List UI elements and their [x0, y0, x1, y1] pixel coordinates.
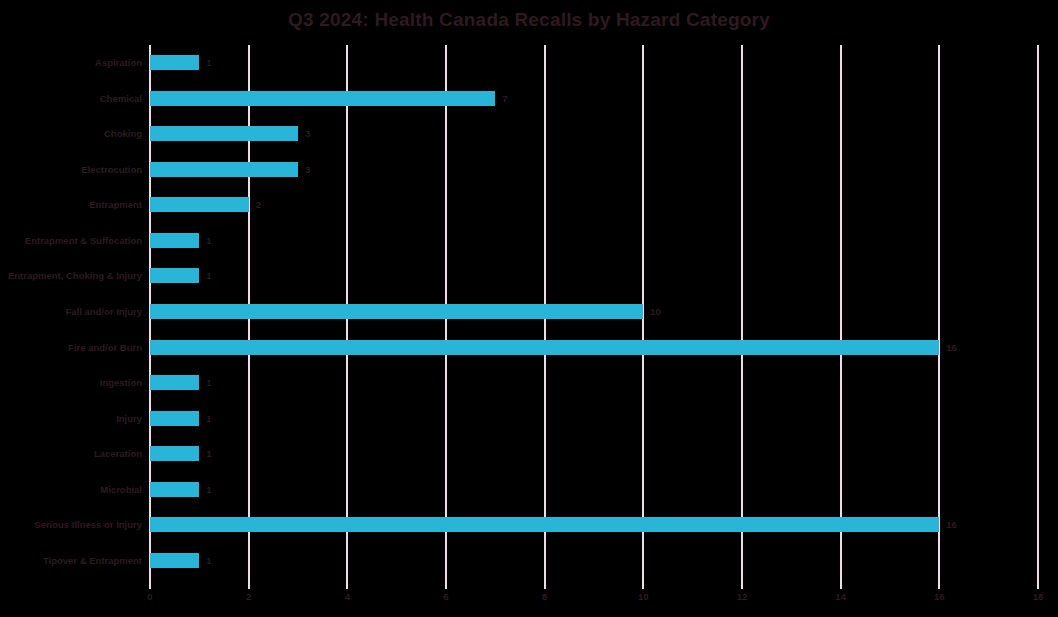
bar: [150, 91, 495, 106]
x-tick-label: 8: [542, 591, 547, 602]
bar-row: Entrapment2: [150, 187, 1038, 223]
category-label: Injury: [116, 413, 142, 424]
value-label: 1: [206, 377, 211, 388]
bar-row: Injury1: [150, 400, 1038, 436]
x-tick-label: 0: [147, 591, 152, 602]
value-label: 1: [206, 413, 211, 424]
bar: [150, 446, 199, 461]
value-label: 2: [256, 199, 261, 210]
value-label: 1: [206, 270, 211, 281]
bar-row: Electrocution3: [150, 152, 1038, 188]
bar: [150, 233, 199, 248]
value-label: 1: [206, 448, 211, 459]
x-tick-label: 2: [246, 591, 251, 602]
x-tick-label: 14: [835, 591, 846, 602]
value-label: 3: [305, 128, 310, 139]
x-tick-label: 12: [737, 591, 748, 602]
bar: [150, 517, 939, 532]
value-label: 16: [946, 519, 957, 530]
x-tick-mark: [149, 578, 151, 589]
x-tick-label: 6: [443, 591, 448, 602]
bar-row: Serious Illness or Injury16: [150, 507, 1038, 543]
bar-row: Choking3: [150, 116, 1038, 152]
bar: [150, 126, 298, 141]
category-label: Entrapment: [89, 199, 142, 210]
category-label: Entrapment & Suffocation: [25, 235, 142, 246]
chart-title: Q3 2024: Health Canada Recalls by Hazard…: [0, 9, 1058, 31]
bar: [150, 304, 643, 319]
x-tick-label: 10: [638, 591, 649, 602]
bar-row: Fall and/or Injury10: [150, 294, 1038, 330]
x-tick-mark: [938, 578, 940, 589]
x-tick-mark: [1037, 578, 1039, 589]
bar: [150, 162, 298, 177]
value-label: 16: [946, 342, 957, 353]
category-label: Fire and/or Burn: [68, 342, 142, 353]
category-label: Chemical: [100, 93, 142, 104]
category-label: Tipover & Entrapment: [43, 555, 142, 566]
plot-area: Aspiration1Chemical7Choking3Electrocutio…: [150, 45, 1038, 578]
x-tick-mark: [445, 578, 447, 589]
category-label: Ingestion: [100, 377, 142, 388]
value-label: 10: [650, 306, 661, 317]
bar: [150, 268, 199, 283]
x-tick-mark: [642, 578, 644, 589]
bar-row: Entrapment, Choking & Injury1: [150, 258, 1038, 294]
x-tick-label: 16: [934, 591, 945, 602]
category-label: Microbial: [100, 484, 142, 495]
category-label: Entrapment, Choking & Injury: [8, 270, 142, 281]
value-label: 1: [206, 57, 211, 68]
category-label: Choking: [104, 128, 142, 139]
bar: [150, 55, 199, 70]
bar: [150, 553, 199, 568]
x-axis: 024681012141618: [150, 578, 1038, 614]
bar: [150, 411, 199, 426]
bar: [150, 375, 199, 390]
x-tick-mark: [248, 578, 250, 589]
bar-row: Laceration1: [150, 436, 1038, 472]
bar-row: Ingestion1: [150, 365, 1038, 401]
bar: [150, 482, 199, 497]
bar-row: Tipover & Entrapment1: [150, 542, 1038, 578]
value-label: 3: [305, 164, 310, 175]
x-tick-mark: [840, 578, 842, 589]
bar: [150, 340, 939, 355]
value-label: 1: [206, 484, 211, 495]
bar: [150, 197, 249, 212]
category-label: Serious Illness or Injury: [34, 519, 142, 530]
bar-row: Entrapment & Suffocation1: [150, 223, 1038, 259]
bar-row: Chemical7: [150, 81, 1038, 117]
bar-row: Microbial1: [150, 471, 1038, 507]
x-tick-label: 18: [1033, 591, 1044, 602]
category-label: Aspiration: [95, 57, 142, 68]
value-label: 1: [206, 235, 211, 246]
category-label: Electrocution: [81, 164, 142, 175]
category-label: Fall and/or Injury: [65, 306, 142, 317]
x-tick-mark: [346, 578, 348, 589]
x-tick-mark: [741, 578, 743, 589]
value-label: 1: [206, 555, 211, 566]
value-label: 7: [502, 93, 507, 104]
bar-row: Fire and/or Burn16: [150, 329, 1038, 365]
x-tick-label: 4: [345, 591, 350, 602]
x-tick-mark: [544, 578, 546, 589]
category-label: Laceration: [94, 448, 142, 459]
recalls-bar-chart: Q3 2024: Health Canada Recalls by Hazard…: [0, 0, 1058, 617]
bar-rows: Aspiration1Chemical7Choking3Electrocutio…: [150, 45, 1038, 578]
bar-row: Aspiration1: [150, 45, 1038, 81]
